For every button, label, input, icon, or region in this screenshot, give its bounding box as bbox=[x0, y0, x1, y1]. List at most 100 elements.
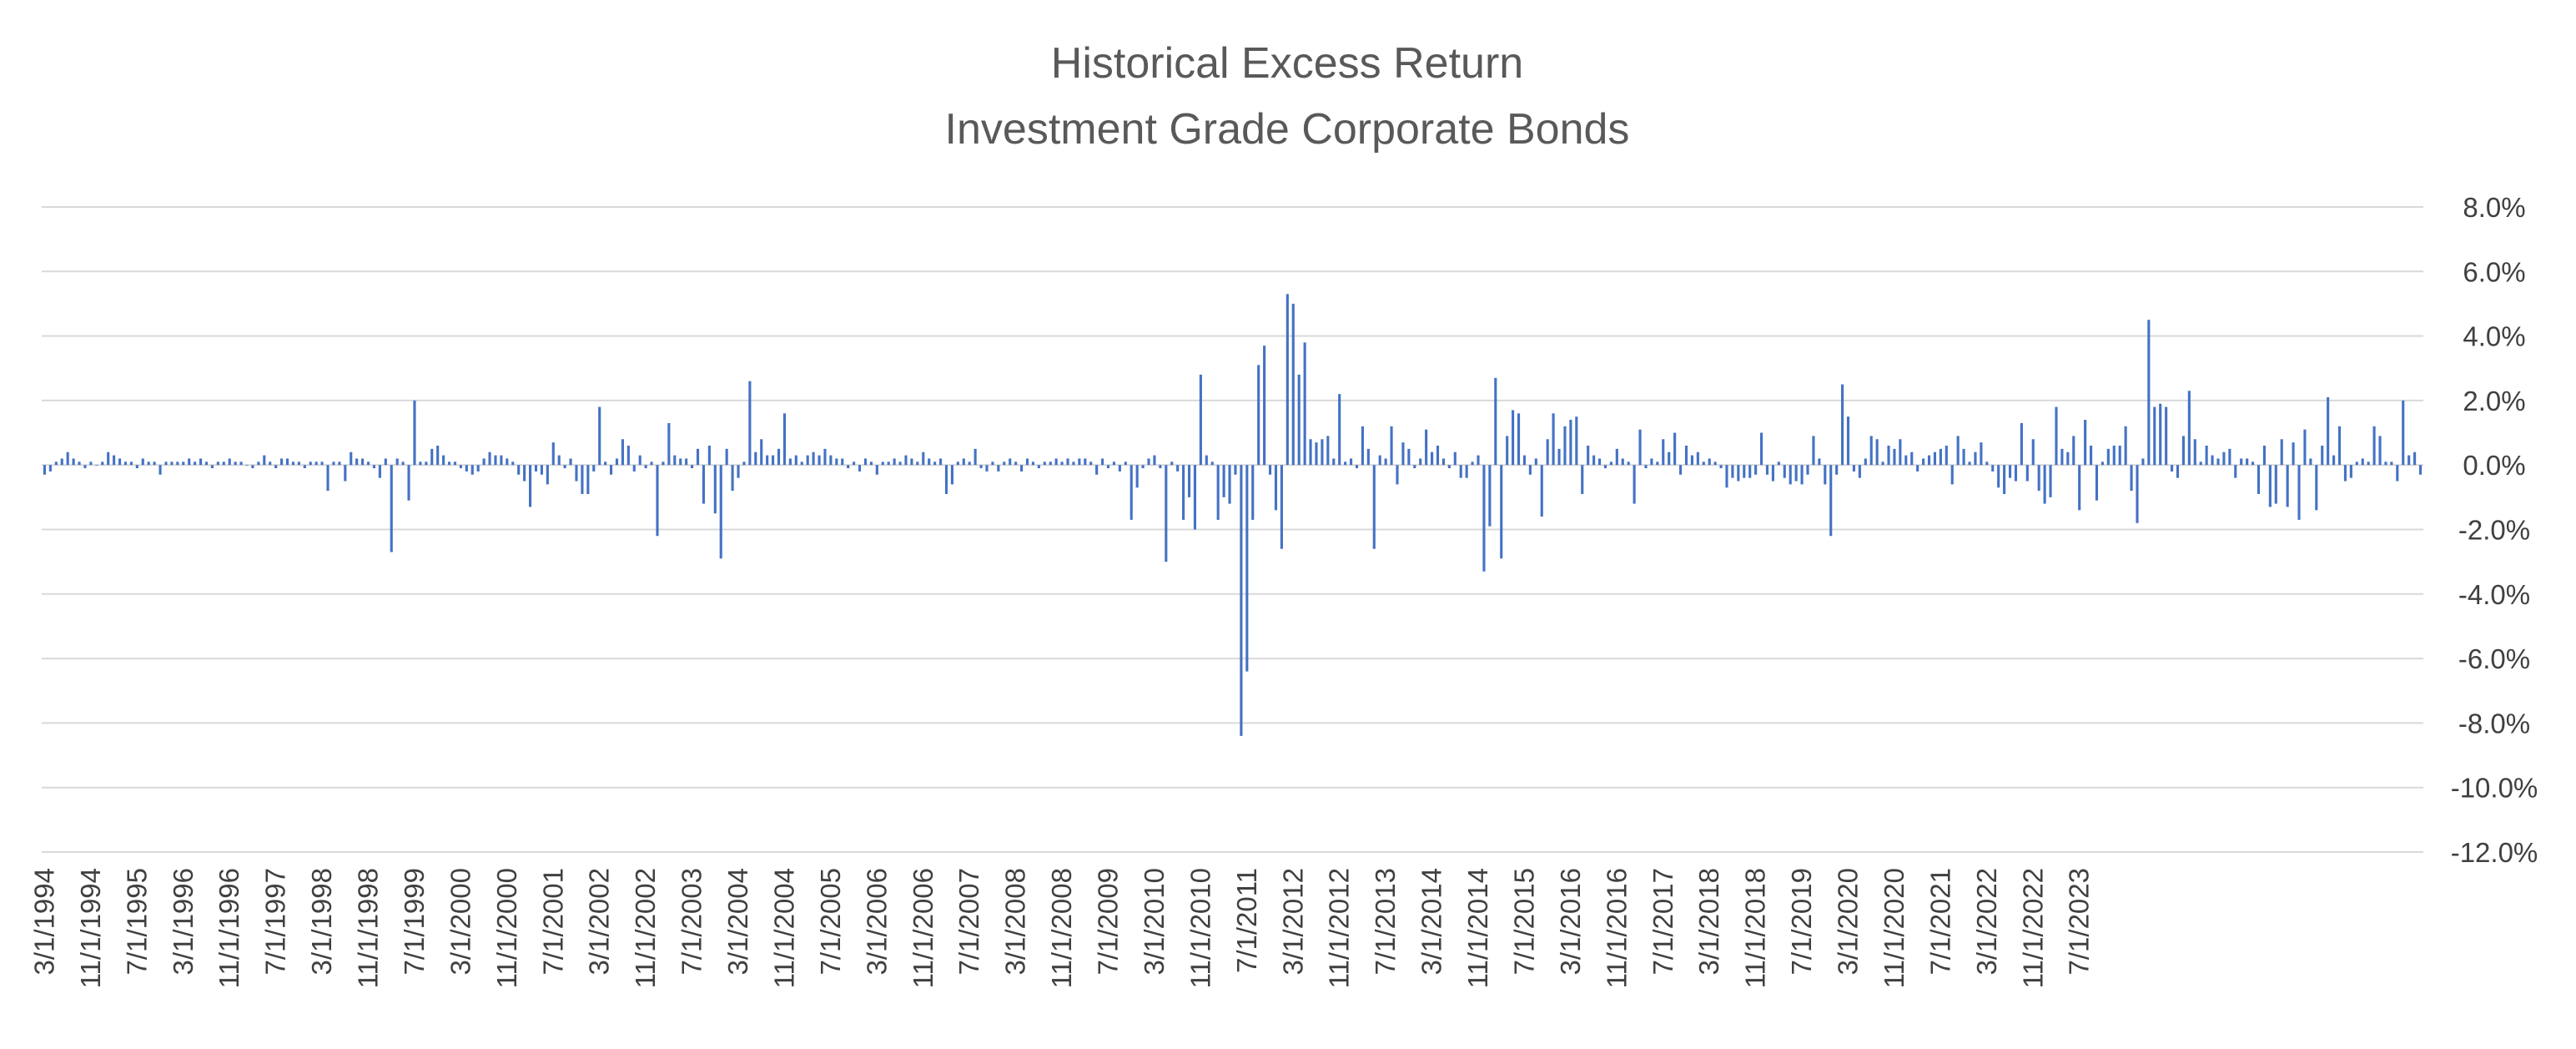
bar bbox=[656, 465, 659, 537]
bar bbox=[2240, 458, 2243, 466]
bar bbox=[2193, 439, 2196, 466]
bar bbox=[1835, 465, 1839, 475]
bar bbox=[2176, 465, 2180, 478]
y-axis-tick-labels: 8.0% 6.0% 4.0% 2.0% 0.0% -2.0% -4.0% -6.0% -8.0%… bbox=[2451, 192, 2538, 868]
bar bbox=[2332, 455, 2336, 466]
chart-title: Historical Excess Return bbox=[1051, 39, 1523, 88]
bar bbox=[2147, 320, 2151, 466]
bar bbox=[1841, 384, 1844, 466]
bar bbox=[928, 458, 931, 466]
bar bbox=[1193, 465, 1197, 530]
bar bbox=[869, 461, 873, 466]
chart-subtitle: Investment Grade Corporate Bonds bbox=[945, 105, 1630, 154]
bar bbox=[1291, 303, 1295, 466]
x-tick-label: 3/1/2006 bbox=[861, 868, 892, 975]
bar bbox=[314, 461, 318, 466]
bar bbox=[430, 448, 434, 466]
x-tick-label: 3/1/2002 bbox=[584, 868, 615, 975]
bar bbox=[344, 465, 347, 482]
x-tick-label: 11/1/2004 bbox=[768, 868, 799, 988]
x-tick-label: 11/1/2002 bbox=[630, 868, 661, 988]
bar bbox=[1477, 455, 1480, 466]
bar bbox=[1078, 458, 1081, 466]
bar bbox=[2171, 465, 2174, 472]
bar bbox=[1465, 465, 1468, 478]
bar bbox=[1985, 461, 1989, 466]
bar bbox=[482, 458, 486, 466]
bar bbox=[1968, 461, 1971, 466]
bar bbox=[1159, 465, 1162, 469]
bar bbox=[153, 461, 156, 466]
bar bbox=[384, 458, 387, 466]
bar bbox=[1684, 446, 1688, 466]
bar bbox=[101, 461, 104, 466]
bar bbox=[199, 458, 203, 466]
y-tick-label: -6.0% bbox=[2458, 643, 2530, 674]
bar bbox=[2043, 465, 2046, 504]
bar bbox=[245, 465, 249, 466]
bar bbox=[1904, 455, 1908, 466]
bar bbox=[2141, 458, 2145, 466]
bar bbox=[1627, 461, 1630, 466]
bar bbox=[2286, 465, 2289, 507]
bar bbox=[1205, 455, 1208, 466]
bar bbox=[2378, 436, 2382, 466]
bar bbox=[1945, 446, 1948, 466]
bar bbox=[546, 465, 549, 485]
bar bbox=[2216, 458, 2220, 466]
bar bbox=[2136, 465, 2139, 523]
x-tick-label: 7/1/2013 bbox=[1370, 868, 1401, 975]
x-axis-tick-labels: 3/1/1994 11/1/1994 7/1/1995 3/1/1996 11/1/19… bbox=[28, 868, 2094, 988]
bar bbox=[1049, 461, 1052, 466]
bar bbox=[320, 461, 324, 466]
bar bbox=[89, 461, 93, 466]
bar bbox=[1396, 465, 1399, 485]
bar bbox=[569, 458, 572, 466]
bar bbox=[1875, 439, 1879, 466]
bar bbox=[488, 451, 491, 466]
bar bbox=[788, 458, 792, 466]
bar bbox=[916, 461, 919, 466]
x-tick-label: 3/1/1996 bbox=[168, 868, 199, 975]
bar bbox=[355, 458, 359, 466]
bar bbox=[1713, 461, 1717, 466]
bar bbox=[425, 461, 428, 466]
bar bbox=[470, 465, 474, 475]
bar bbox=[66, 451, 69, 466]
y-tick-label: -4.0% bbox=[2458, 579, 2530, 610]
bar bbox=[893, 458, 896, 466]
x-tick-label: 3/1/2022 bbox=[1971, 868, 2002, 975]
bar bbox=[1771, 465, 1774, 482]
bar bbox=[1095, 465, 1099, 475]
bar bbox=[1199, 374, 1202, 466]
x-tick-label: 3/1/2014 bbox=[1416, 868, 1447, 975]
x-tick-label: 7/1/2003 bbox=[677, 868, 707, 975]
bar bbox=[378, 465, 381, 478]
bar bbox=[2274, 465, 2277, 504]
x-tick-label: 3/1/2000 bbox=[445, 868, 475, 975]
bar bbox=[164, 461, 168, 466]
bar bbox=[1702, 461, 1705, 466]
bar bbox=[1818, 458, 1821, 466]
bar bbox=[1546, 439, 1549, 466]
bar bbox=[1003, 461, 1006, 466]
gridlines bbox=[42, 206, 2423, 853]
bar bbox=[1812, 436, 1815, 466]
bar bbox=[2402, 400, 2405, 466]
bar bbox=[1777, 461, 1780, 466]
bar bbox=[2106, 448, 2110, 466]
bar bbox=[1933, 451, 1937, 466]
bar bbox=[517, 465, 521, 475]
x-tick-label: 7/1/1997 bbox=[260, 868, 291, 975]
bar bbox=[1910, 451, 1914, 466]
bar bbox=[812, 451, 815, 466]
bar bbox=[662, 461, 665, 466]
bar bbox=[1216, 465, 1220, 520]
x-tick-label: 3/1/2012 bbox=[1277, 868, 1308, 975]
x-tick-label: 3/1/2004 bbox=[722, 868, 753, 975]
bar bbox=[500, 455, 503, 466]
bar bbox=[707, 446, 711, 466]
bar bbox=[1101, 458, 1104, 466]
bar bbox=[2031, 439, 2035, 466]
bar bbox=[222, 461, 225, 466]
